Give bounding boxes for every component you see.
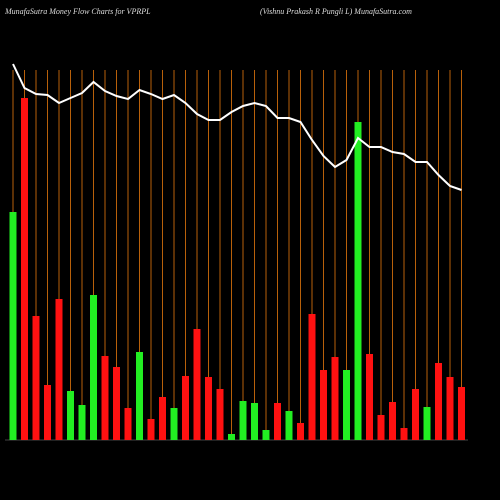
bar xyxy=(147,419,155,440)
bar xyxy=(67,391,74,440)
bar xyxy=(389,402,396,440)
bar xyxy=(239,401,247,440)
bar xyxy=(308,314,316,440)
bar xyxy=(400,428,408,440)
bar xyxy=(274,403,281,440)
bar xyxy=(124,408,132,440)
bar xyxy=(32,316,40,440)
bar xyxy=(343,370,350,440)
bar xyxy=(320,370,327,440)
bar xyxy=(9,212,17,440)
bar xyxy=(331,357,339,440)
bar xyxy=(170,408,178,440)
bar xyxy=(354,122,362,440)
chart-title: MunafaSutra Money Flow Charts for VPRPL xyxy=(4,7,151,16)
bar xyxy=(251,403,258,440)
bar xyxy=(90,295,97,440)
bar xyxy=(101,356,109,440)
bar xyxy=(113,367,120,440)
bar xyxy=(423,407,431,440)
bar xyxy=(262,430,270,440)
line xyxy=(12,63,462,191)
bar xyxy=(205,377,212,440)
bar xyxy=(136,352,143,440)
bar xyxy=(44,385,51,440)
bar xyxy=(21,98,28,440)
bar xyxy=(412,389,419,440)
bar xyxy=(458,387,465,440)
bar xyxy=(377,415,385,440)
bar xyxy=(182,376,189,440)
bar xyxy=(297,423,304,440)
bar xyxy=(216,389,224,440)
bar xyxy=(55,299,63,440)
bar xyxy=(78,405,86,440)
bar xyxy=(435,363,442,440)
bar xyxy=(446,377,454,440)
bar xyxy=(285,411,293,440)
bar xyxy=(159,397,166,440)
bar xyxy=(228,434,235,440)
bar xyxy=(193,329,201,440)
chart-subtitle: (Vishnu Prakash R Pungli L) MunafaSutra.… xyxy=(260,7,412,16)
bar xyxy=(366,354,373,440)
